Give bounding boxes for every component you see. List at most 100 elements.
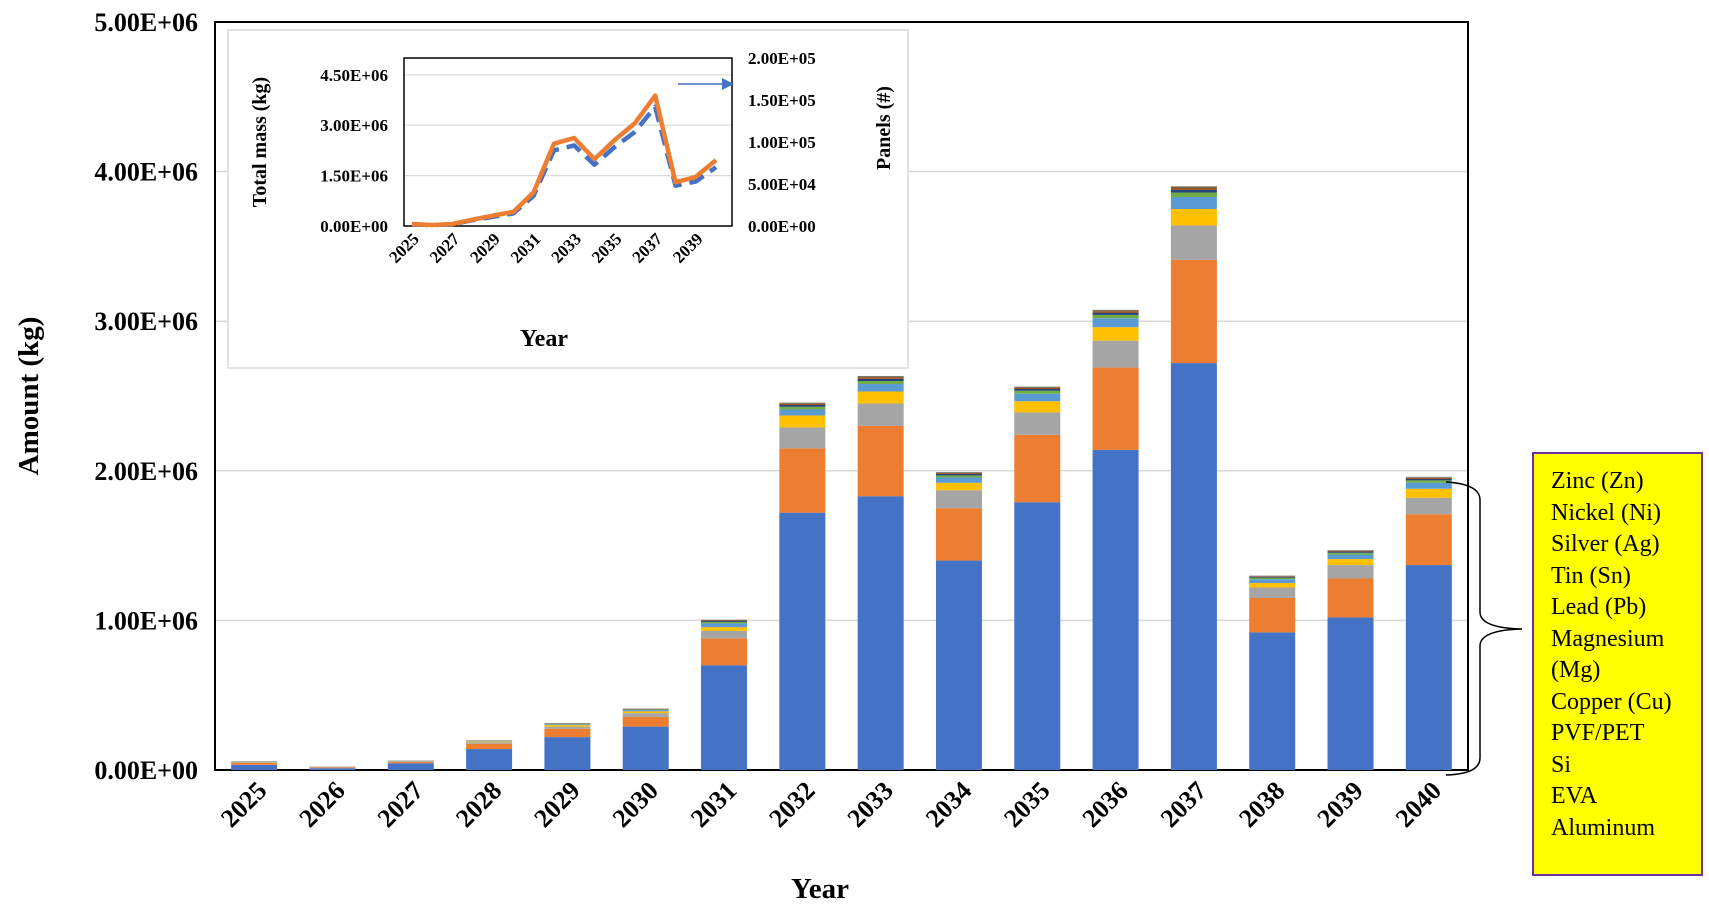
bar-segment (1249, 577, 1295, 578)
bar-segment (779, 415, 825, 427)
bar-segment (1249, 576, 1295, 577)
bar-segment (1406, 514, 1452, 565)
bar-segment (701, 665, 747, 770)
bar-segment (1406, 480, 1452, 482)
bar-segment (1406, 479, 1452, 480)
bar-segment (936, 508, 982, 560)
legend-item: Aluminum (1551, 813, 1701, 845)
bar-segment (701, 627, 747, 631)
inset-x-axis-label: Year (520, 326, 568, 352)
bar-segment (858, 496, 904, 770)
bar-segment (1014, 387, 1060, 388)
y-tick-label: 3.00E+06 (94, 307, 198, 336)
bar-segment (1406, 489, 1452, 498)
x-tick-label: 2027 (372, 776, 429, 833)
x-tick-label: 2033 (842, 776, 899, 833)
legend-item: Si (1551, 750, 1701, 782)
bar-segment (623, 710, 669, 711)
bar-segment (701, 631, 747, 638)
legend-bracket (1446, 482, 1522, 775)
legend-item: Silver (Ag) (1551, 529, 1701, 561)
bar-segment (1328, 559, 1374, 565)
bar-segment (623, 717, 669, 727)
inset-y2-tick-label: 1.00E+05 (748, 133, 816, 152)
bar-segment (1328, 555, 1374, 559)
bar-segment (544, 724, 590, 725)
bar-segment (701, 620, 747, 621)
bar-segment (544, 737, 590, 770)
bar-segment (544, 729, 590, 737)
x-tick-label: 2028 (450, 776, 507, 833)
bar-segment (779, 407, 825, 410)
bar-segment (544, 727, 590, 729)
x-tick-label: 2035 (998, 776, 1055, 833)
x-axis-label: Year (791, 873, 849, 904)
bar-segment (858, 426, 904, 496)
bar-segment (623, 713, 669, 717)
bar-segment (1014, 391, 1060, 394)
bar-segment (309, 768, 355, 770)
bar-segment (309, 767, 355, 768)
legend-item: EVA (1551, 781, 1701, 813)
bar-segment (1171, 193, 1217, 197)
bar-segment (1014, 401, 1060, 412)
x-tick-label: 2029 (528, 776, 585, 833)
bar-segment (1171, 197, 1217, 209)
bar-segment (388, 762, 434, 763)
x-tick-label: 2038 (1233, 776, 1290, 833)
bar-segment (1014, 388, 1060, 389)
legend-item: Nickel (Ni) (1551, 498, 1701, 530)
bar-segment (1093, 318, 1139, 327)
inset-y-tick-label: 3.00E+06 (320, 116, 388, 135)
bar-segment (1171, 187, 1217, 188)
bar-segment (779, 403, 825, 404)
bar-segment (936, 483, 982, 490)
bar-segment (858, 392, 904, 404)
bar-segment (701, 638, 747, 665)
bar-segment (1093, 310, 1139, 311)
y-tick-label: 2.00E+06 (94, 457, 198, 486)
bar-segment (1171, 188, 1217, 190)
bar-segment (1406, 483, 1452, 489)
bar-segment (466, 742, 512, 743)
y-tick-label: 4.00E+06 (94, 158, 198, 187)
x-tick-label: 2037 (1155, 776, 1212, 833)
legend-item: Copper (Cu) (1551, 687, 1701, 719)
inset-y2-tick-label: 2.00E+05 (748, 49, 816, 68)
y-axis-label: Amount (kg) (13, 317, 45, 476)
inset-y-tick-label: 4.50E+06 (320, 66, 388, 85)
bar-segment (1014, 389, 1060, 391)
bar-segment (388, 761, 434, 762)
bar-segment (936, 473, 982, 474)
bar-segment (1093, 341, 1139, 368)
bar-segment (1249, 579, 1295, 583)
bar-segment (231, 762, 277, 763)
bar-segment (231, 763, 277, 765)
x-tick-label: 2040 (1390, 776, 1447, 833)
bar-segment (858, 377, 904, 378)
bar-segment (231, 765, 277, 770)
x-tick-label: 2036 (1077, 776, 1134, 833)
bar-segment (779, 405, 825, 407)
bar-segment (1328, 579, 1374, 618)
bar-segment (1171, 260, 1217, 363)
bar-segment (779, 427, 825, 448)
bar-segment (936, 561, 982, 770)
bar-segment (936, 490, 982, 508)
bar-segment (1014, 435, 1060, 502)
inset-y2-axis-label: Panels (#) (873, 86, 895, 170)
bar-segment (1171, 363, 1217, 770)
inset-y-tick-label: 0.00E+00 (320, 217, 388, 236)
bar-segment (1171, 190, 1217, 193)
bar-segment (1014, 412, 1060, 434)
bar-segment (1249, 578, 1295, 579)
bar-segment (1406, 477, 1452, 478)
x-tick-label: 2026 (293, 776, 350, 833)
bar-segment (1093, 450, 1139, 770)
legend-item: Tin (Sn) (1551, 561, 1701, 593)
bar-segment (779, 513, 825, 770)
x-tick-label: 2031 (685, 776, 742, 833)
bar-segment (1249, 632, 1295, 770)
bar-segment (1014, 502, 1060, 770)
